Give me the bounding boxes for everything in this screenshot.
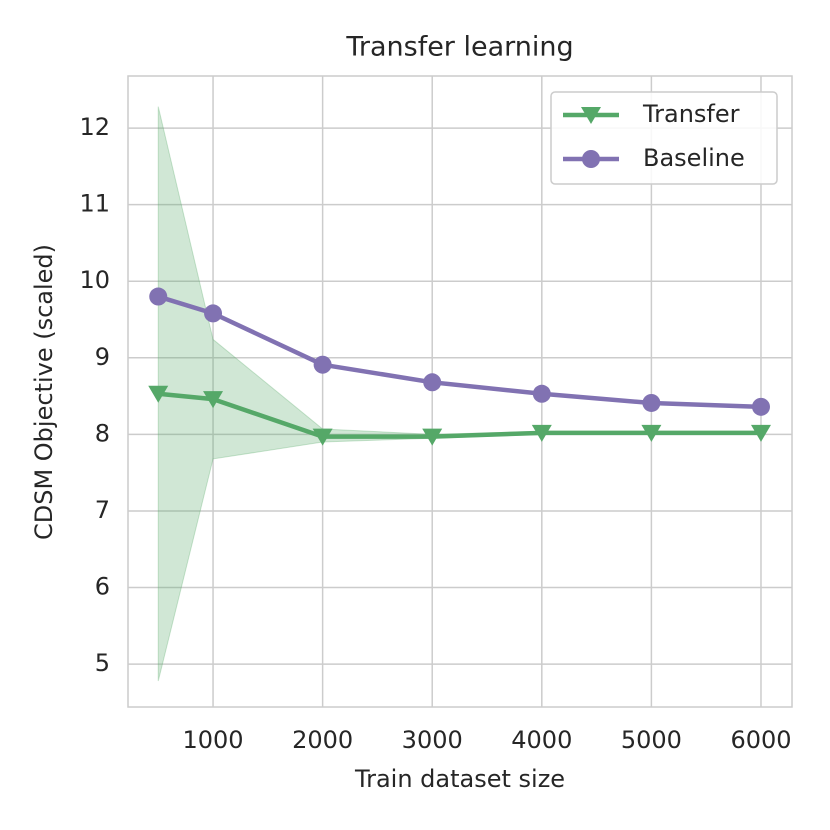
legend-marker: [581, 107, 601, 124]
x-axis-label: Train dataset size: [354, 765, 565, 793]
marker: [149, 287, 168, 306]
y-tick-label: 9: [95, 343, 110, 371]
marker: [148, 385, 169, 403]
legend-marker: [582, 150, 600, 168]
marker: [203, 391, 224, 409]
marker: [423, 373, 442, 392]
marker: [532, 384, 551, 403]
x-tick-label: 6000: [730, 726, 791, 754]
marker: [422, 428, 443, 446]
legend-label: Baseline: [643, 144, 745, 172]
y-tick-label: 6: [95, 573, 110, 601]
y-tick-label: 10: [79, 266, 110, 294]
y-tick-label: 12: [79, 113, 110, 141]
x-tick-label: 2000: [292, 726, 353, 754]
y-tick-label: 11: [79, 190, 110, 218]
plot-frame: [127, 75, 793, 708]
marker: [642, 393, 661, 412]
y-tick-label: 8: [95, 419, 110, 447]
x-tick-label: 4000: [511, 726, 572, 754]
marker: [313, 355, 332, 374]
x-tick-label: 5000: [621, 726, 682, 754]
marker: [312, 428, 333, 446]
marker: [641, 424, 662, 442]
x-tick-label: 1000: [183, 726, 244, 754]
marker: [204, 304, 223, 323]
marker: [531, 424, 552, 442]
x-tick-label: 3000: [402, 726, 463, 754]
chart-title: Transfer learning: [345, 32, 573, 63]
legend-label: Transfer: [642, 100, 740, 128]
y-tick-label: 7: [95, 496, 110, 524]
y-tick-label: 5: [95, 649, 110, 677]
marker: [750, 424, 771, 442]
marker: [751, 397, 770, 416]
y-axis-label: CDSM Objective (scaled): [30, 244, 58, 540]
